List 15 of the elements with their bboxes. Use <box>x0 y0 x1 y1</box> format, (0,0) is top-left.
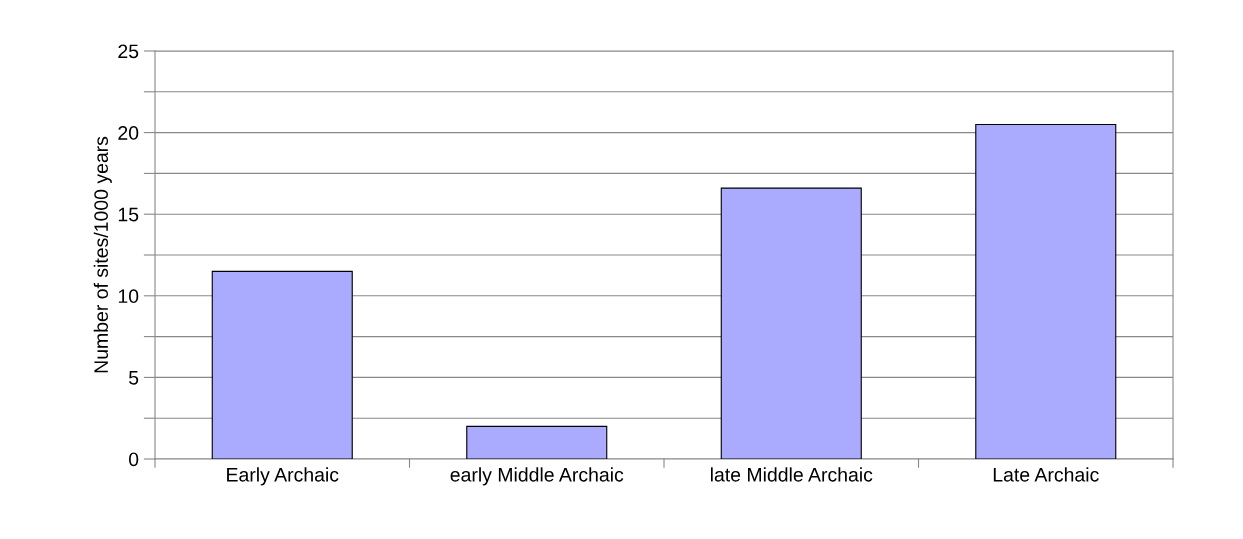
x-tick-label: early Middle Archaic <box>450 467 624 486</box>
y-tick-label: 15 <box>118 207 139 222</box>
bar <box>720 187 862 460</box>
x-tick-label: late Middle Archaic <box>710 467 873 482</box>
bar <box>211 270 353 460</box>
y-tick-label: 5 <box>128 371 139 385</box>
y-axis-title: Number of sites/1000 years <box>93 136 112 373</box>
y-tick-label: 10 <box>118 289 139 304</box>
y-tick-label: 25 <box>118 44 139 59</box>
bar <box>466 425 608 460</box>
x-tick-label: Early Archaic <box>227 467 339 486</box>
y-tick-label: 20 <box>118 126 139 140</box>
x-tick-label: Late Archaic <box>993 467 1099 482</box>
y-tick-label: 0 <box>128 452 139 467</box>
bar <box>975 123 1117 460</box>
